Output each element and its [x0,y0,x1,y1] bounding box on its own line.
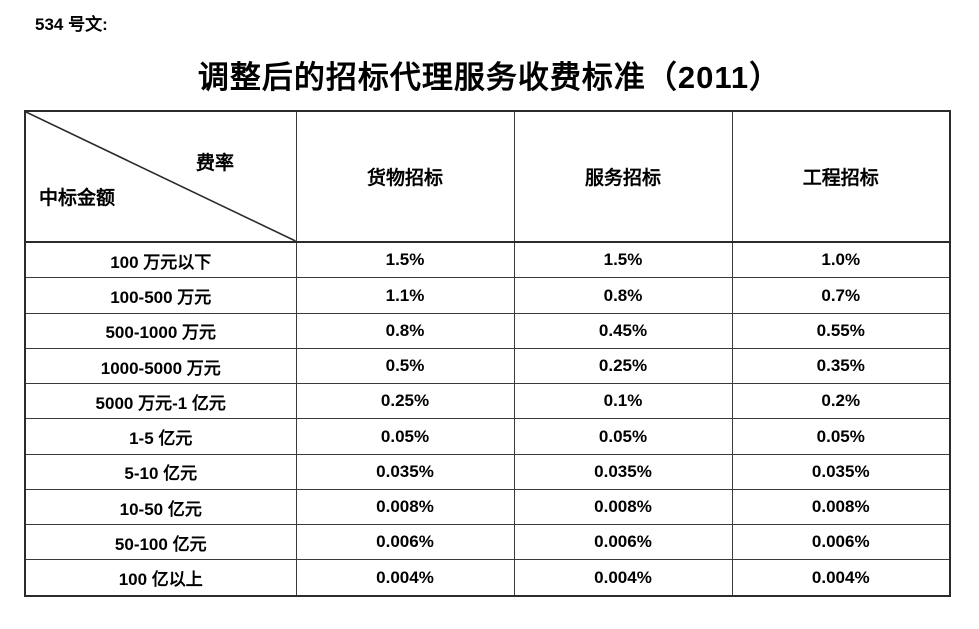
row-label: 100 万元以下 [24,241,297,279]
fee-value: 0.5% [295,347,515,385]
row-label: 5-10 亿元 [24,453,297,490]
fee-value: 0.006% [295,524,515,561]
fee-value: 0.2% [731,383,951,420]
table-row: 100 万元以下 1.5% 1.5% 1.0% [24,241,951,279]
row-label: 500-1000 万元 [24,312,297,349]
row-label: 5000 万元-1 亿元 [24,383,297,420]
fee-value: 0.008% [295,488,515,526]
row-label: 50-100 亿元 [24,524,297,561]
row-label: 100-500 万元 [24,277,297,314]
table-row: 5-10 亿元 0.035% 0.035% 0.035% [24,453,951,490]
page-title: 调整后的招标代理服务收费标准（2011） [197,60,782,95]
row-label: 1-5 亿元 [24,418,297,455]
fee-value: 0.006% [513,524,733,561]
fee-value: 0.05% [295,418,515,455]
table-row: 1000-5000 万元 0.5% 0.25% 0.35% [24,347,951,385]
fee-value: 0.004% [513,559,733,597]
table-row: 100 亿以上 0.004% 0.004% 0.004% [24,559,951,597]
fee-value: 0.05% [513,418,733,455]
fee-value: 1.1% [295,277,515,314]
row-label: 100 亿以上 [24,559,297,597]
fee-value: 0.008% [513,488,733,526]
fee-value: 1.0% [731,241,951,279]
table-row: 1-5 亿元 0.05% 0.05% 0.05% [24,418,951,455]
fee-value: 0.25% [295,383,515,420]
row-label: 10-50 亿元 [24,488,297,526]
header-row: 费率 中标金额 货物招标 服务招标 工程招标 [24,110,951,243]
fee-value: 0.035% [731,453,951,490]
table-header: 费率 中标金额 货物招标 服务招标 工程招标 [24,110,951,243]
fee-rate-table: 费率 中标金额 货物招标 服务招标 工程招标 100 万元以下 1.5% 1.5… [24,110,951,597]
table-row: 100-500 万元 1.1% 0.8% 0.7% [24,277,951,314]
fee-value: 0.006% [731,524,951,561]
fee-value: 0.035% [513,453,733,490]
fee-value: 1.5% [295,241,515,279]
fee-value: 0.035% [295,453,515,490]
row-label: 1000-5000 万元 [24,347,297,385]
corner-label-fee-rate: 费率 [196,153,235,174]
fee-value: 0.45% [513,312,733,349]
table-row: 10-50 亿元 0.008% 0.008% 0.008% [24,488,951,526]
fee-value: 0.25% [513,347,733,385]
fee-value: 0.05% [731,418,951,455]
doc-number-label: 534 号文: [35,15,108,34]
table-row: 5000 万元-1 亿元 0.25% 0.1% 0.2% [24,383,951,420]
corner-cell-content: 费率 中标金额 [26,112,296,241]
col-header-goods-bidding: 货物招标 [295,110,515,243]
fee-value: 1.5% [513,241,733,279]
fee-value: 0.55% [731,312,951,349]
col-header-service-bidding: 服务招标 [513,110,733,243]
table-row: 500-1000 万元 0.8% 0.45% 0.55% [24,312,951,349]
col-header-engineering-bidding: 工程招标 [731,110,951,243]
diagonal-divider-line [26,112,296,241]
table-row: 50-100 亿元 0.006% 0.006% 0.006% [24,524,951,561]
fee-value: 0.008% [731,488,951,526]
corner-label-bid-amount: 中标金额 [39,188,116,209]
fee-value: 0.7% [731,277,951,314]
fee-value: 0.35% [731,347,951,385]
corner-header-cell: 费率 中标金额 [24,110,297,243]
fee-value: 0.1% [513,383,733,420]
fee-value: 0.004% [731,559,951,597]
fee-value: 0.004% [295,559,515,597]
fee-value: 0.8% [513,277,733,314]
table-body: 100 万元以下 1.5% 1.5% 1.0% 100-500 万元 1.1% … [24,241,951,597]
fee-value: 0.8% [295,312,515,349]
